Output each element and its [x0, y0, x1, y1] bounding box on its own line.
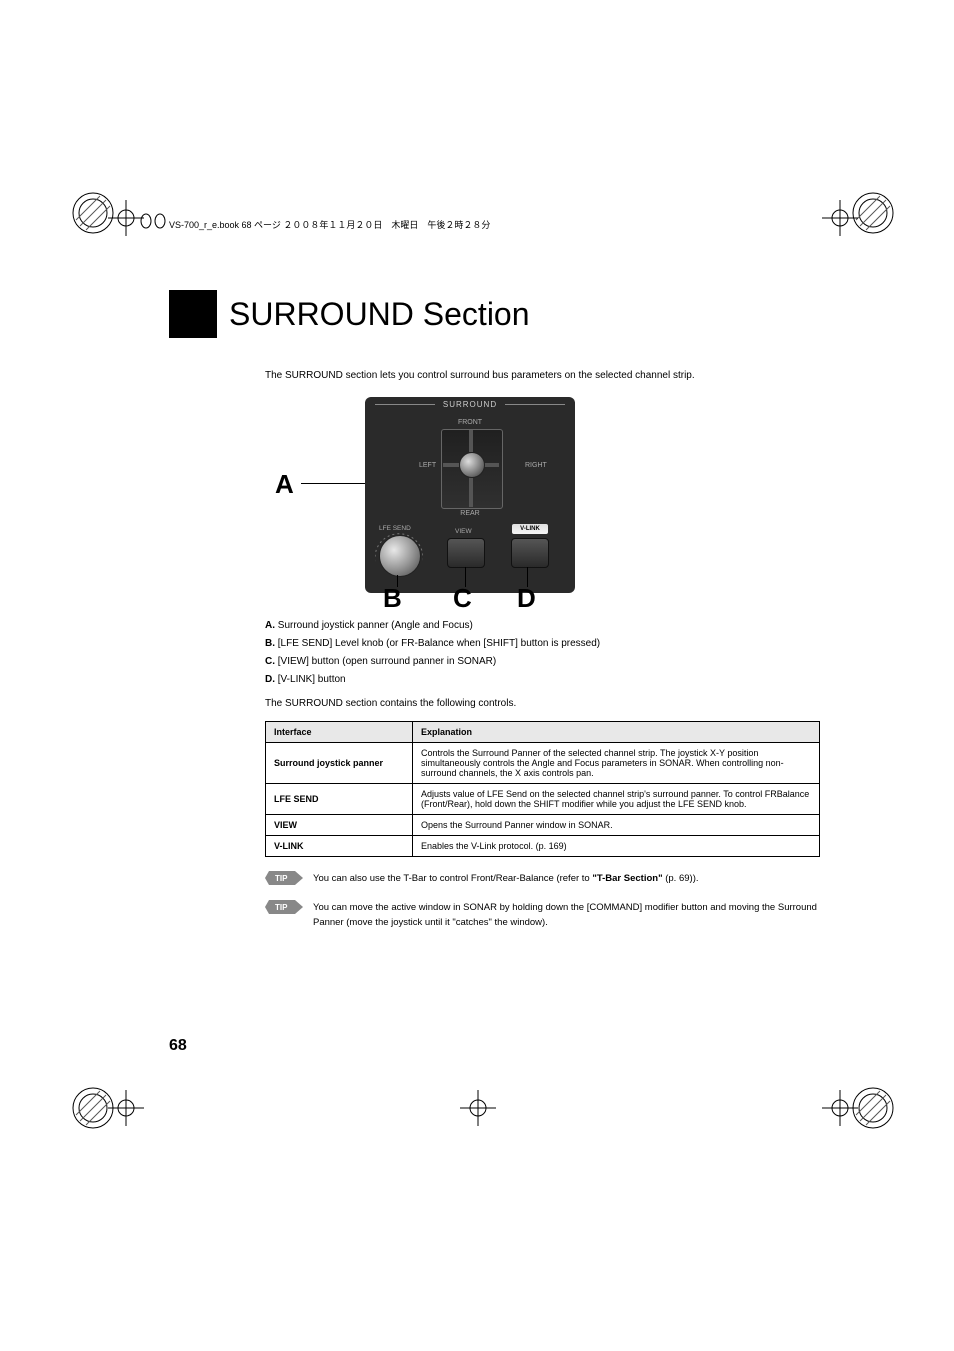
diagram-label-b: B	[383, 583, 402, 614]
tip-text: (p. 69)).	[663, 873, 699, 884]
view-button-graphic	[447, 538, 485, 568]
crop-mark	[822, 1090, 858, 1131]
view-label: VIEW	[455, 528, 472, 535]
vlink-button-graphic	[511, 538, 549, 568]
crop-mark	[460, 1090, 496, 1131]
col-explanation: Explanation	[413, 722, 820, 743]
table-row: VIEW Opens the Surround Panner window in…	[266, 815, 820, 836]
title-marker	[169, 290, 217, 338]
panel-title: SURROUND	[365, 400, 575, 409]
front-label: FRONT	[365, 419, 575, 426]
rear-label: REAR	[365, 510, 575, 517]
vlink-label: V-LINK	[512, 524, 548, 534]
legend-d: D. [V-LINK] button	[265, 671, 820, 689]
section-title: SURROUND Section	[169, 290, 530, 338]
svg-text:TIP: TIP	[275, 874, 288, 883]
cell-explanation: Enables the V-Link protocol. (p. 169)	[413, 836, 820, 857]
legend-note: The SURROUND section contains the follow…	[265, 695, 820, 713]
diagram-label-a: A	[275, 469, 294, 500]
diagram-label-c: C	[453, 583, 472, 614]
tip-2: TIP You can move the active window in SO…	[265, 900, 820, 930]
tip-icon: TIP	[265, 900, 303, 914]
cell-explanation: Opens the Surround Panner window in SONA…	[413, 815, 820, 836]
crop-mark	[108, 200, 144, 241]
right-label: RIGHT	[525, 462, 547, 469]
binder-icon	[140, 213, 166, 234]
page-content: The SURROUND section lets you control su…	[265, 370, 820, 931]
left-label: LEFT	[419, 462, 436, 469]
svg-text:TIP: TIP	[275, 903, 288, 912]
legend: A. Surround joystick panner (Angle and F…	[265, 617, 820, 713]
page-number: 68	[169, 1037, 187, 1055]
cell-interface: Surround joystick panner	[266, 743, 413, 784]
cell-explanation: Controls the Surround Panner of the sele…	[413, 743, 820, 784]
crop-mark	[822, 200, 858, 241]
legend-b: B. [LFE SEND] Level knob (or FR-Balance …	[265, 635, 820, 653]
manual-page: VS-700_r_e.book 68 ページ ２００８年１１月２０日 木曜日 午…	[0, 0, 954, 1351]
tip-text: You can also use the T-Bar to control Fr…	[313, 873, 592, 884]
table-row: Surround joystick panner Controls the Su…	[266, 743, 820, 784]
table-header-row: Interface Explanation	[266, 722, 820, 743]
surround-diagram: A SURROUND FRONT REAR LEFT RIGHT LFE SEN…	[295, 397, 820, 607]
cell-interface: VIEW	[266, 815, 413, 836]
diagram-label-d: D	[517, 583, 536, 614]
surround-panel: SURROUND FRONT REAR LEFT RIGHT LFE SEND …	[365, 397, 575, 593]
tip-text: You can move the active window in SONAR …	[313, 902, 817, 928]
title-text: SURROUND Section	[217, 290, 530, 338]
intro-text: The SURROUND section lets you control su…	[265, 370, 820, 381]
joystick-knob	[459, 452, 485, 478]
cell-explanation: Adjusts value of LFE Send on the selecte…	[413, 784, 820, 815]
tip-ref: "T-Bar Section"	[592, 873, 662, 884]
table-row: V-LINK Enables the V-Link protocol. (p. …	[266, 836, 820, 857]
crop-mark	[108, 1090, 144, 1131]
lfe-knob	[379, 535, 421, 577]
legend-c: C. [VIEW] button (open surround panner i…	[265, 653, 820, 671]
legend-a: A. Surround joystick panner (Angle and F…	[265, 617, 820, 635]
document-meta: VS-700_r_e.book 68 ページ ２００８年１１月２０日 木曜日 午…	[169, 218, 490, 231]
cell-interface: LFE SEND	[266, 784, 413, 815]
cell-interface: V-LINK	[266, 836, 413, 857]
tip-1: TIP You can also use the T-Bar to contro…	[265, 871, 820, 886]
controls-table: Interface Explanation Surround joystick …	[265, 721, 820, 857]
table-row: LFE SEND Adjusts value of LFE Send on th…	[266, 784, 820, 815]
tip-icon: TIP	[265, 871, 303, 885]
col-interface: Interface	[266, 722, 413, 743]
